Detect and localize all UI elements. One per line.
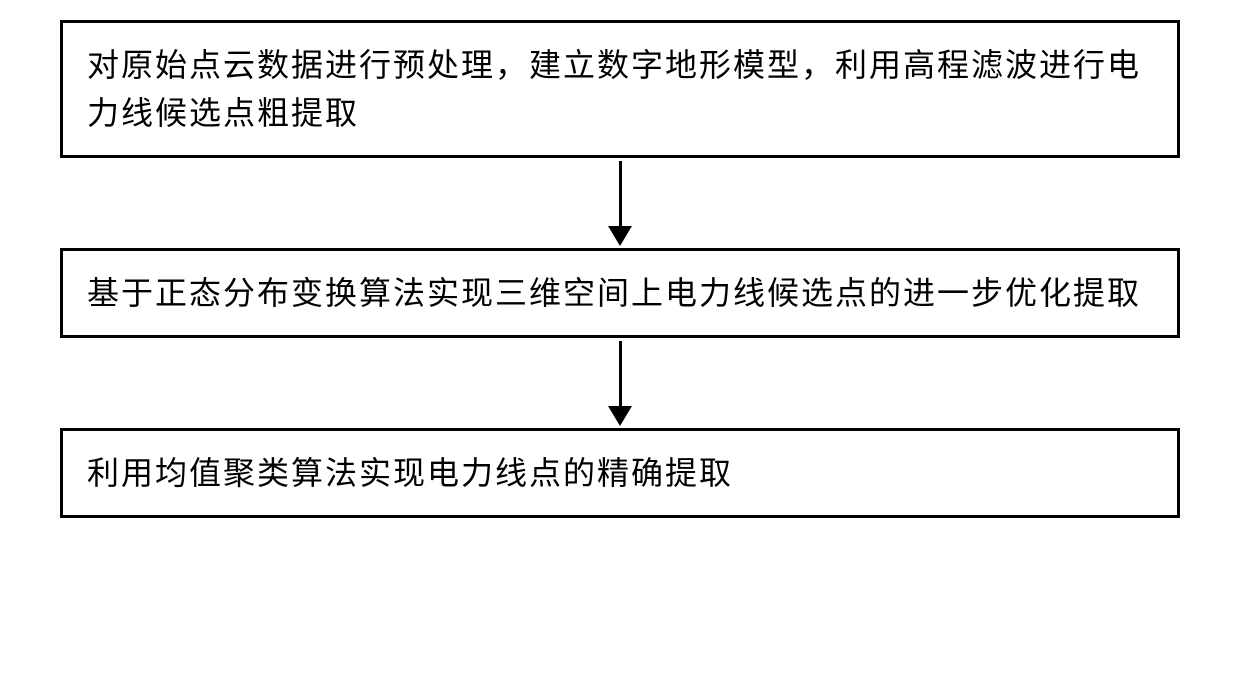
arrow-1-to-2 bbox=[608, 158, 632, 248]
flowchart-step-3: 利用均值聚类算法实现电力线点的精确提取 bbox=[60, 428, 1180, 518]
flowchart-container: 对原始点云数据进行预处理，建立数字地形模型，利用高程滤波进行电力线候选点粗提取 … bbox=[60, 20, 1180, 518]
arrow-line-icon bbox=[619, 341, 622, 406]
arrow-head-icon bbox=[608, 226, 632, 246]
step-3-text: 利用均值聚类算法实现电力线点的精确提取 bbox=[87, 449, 1153, 497]
step-2-text: 基于正态分布变换算法实现三维空间上电力线候选点的进一步优化提取 bbox=[87, 269, 1153, 317]
arrow-2-to-3 bbox=[608, 338, 632, 428]
step-1-text: 对原始点云数据进行预处理，建立数字地形模型，利用高程滤波进行电力线候选点粗提取 bbox=[87, 41, 1153, 137]
arrow-line-icon bbox=[619, 161, 622, 226]
arrow-head-icon bbox=[608, 406, 632, 426]
flowchart-step-2: 基于正态分布变换算法实现三维空间上电力线候选点的进一步优化提取 bbox=[60, 248, 1180, 338]
flowchart-step-1: 对原始点云数据进行预处理，建立数字地形模型，利用高程滤波进行电力线候选点粗提取 bbox=[60, 20, 1180, 158]
